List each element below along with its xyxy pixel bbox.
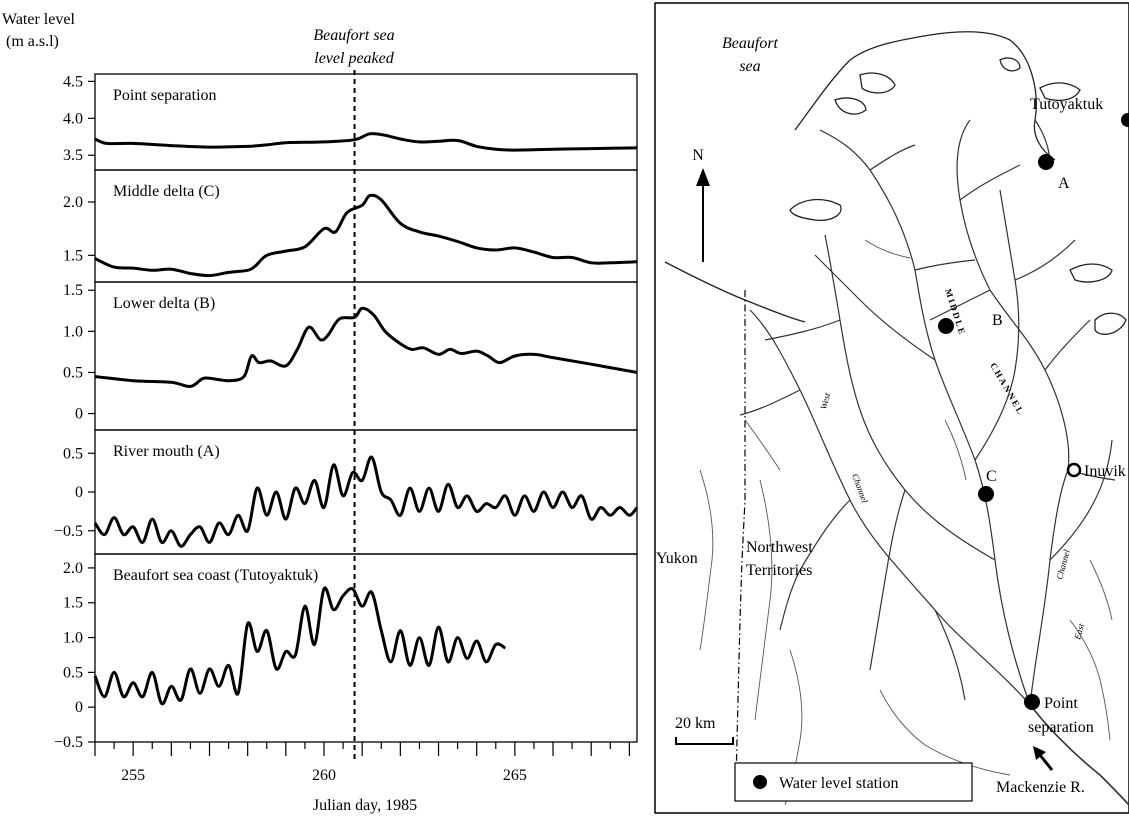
label-station-a: A	[1058, 175, 1070, 192]
y-tick-label: 1.5	[63, 282, 83, 299]
chart-panel: −0.5 0 0.5 River mouth (A)	[54, 429, 639, 555]
point-separation-marker	[1024, 694, 1040, 710]
chart-panel: 1.5 2.0 Middle delta (C)	[63, 169, 638, 283]
label-west: West	[818, 391, 832, 410]
map-legend: Water level station	[734, 762, 973, 802]
tutoyaktuk-marker	[1121, 113, 1129, 127]
channel-network	[739, 119, 1116, 706]
x-tick-label: 255	[121, 767, 145, 784]
x-axis: 255 260 265	[94, 742, 630, 784]
y-axis-label-line1: Water level	[2, 11, 75, 28]
panel-title: River mouth (A)	[113, 443, 220, 460]
label-station-b: B	[992, 312, 1003, 329]
y-tick-label: 0	[75, 484, 83, 501]
y-tick-label: −0.5	[54, 734, 83, 751]
label-tutoyaktuk: Tutoyaktuk	[1030, 96, 1103, 113]
legend-box	[734, 762, 973, 802]
map-frame	[654, 2, 1129, 814]
chart-panel: −0.5 0 0.5 1.0 1.5 2.0 Beaufort sea coast (Tut…	[54, 553, 638, 751]
series-line	[93, 586, 507, 706]
y-tick-label: 1.5	[63, 247, 83, 264]
north-label: N	[692, 147, 704, 164]
series-line	[94, 193, 638, 278]
inuvik-marker	[1066, 462, 1082, 478]
label-nwt-line2: Territories	[746, 562, 812, 579]
y-tick-label: 2.0	[63, 560, 83, 577]
panel-title: Middle delta (C)	[113, 183, 220, 200]
y-tick-label: 3.5	[63, 147, 83, 164]
y-tick-label: 1.0	[63, 323, 83, 340]
label-point-line1: Point	[1044, 695, 1078, 712]
series-line	[94, 132, 638, 152]
chart-panel: 0 0.5 1.0 1.5 Lower delta (B)	[63, 281, 638, 431]
series-line	[94, 306, 638, 388]
y-tick-label: 0	[75, 406, 83, 423]
chart-panel: 3.5 4.0 4.5 Point separation	[63, 73, 638, 171]
coastline	[664, 31, 1127, 335]
legend-station-symbol	[753, 775, 767, 789]
panel-frame	[94, 553, 638, 743]
label-station-c: C	[986, 468, 997, 485]
panel-title: Lower delta (B)	[113, 295, 215, 312]
x-tick-label: 260	[312, 767, 336, 784]
x-axis-label: Julian day, 1985	[313, 797, 417, 814]
scale-label: 20 km	[675, 715, 716, 732]
y-tick-label: 2.0	[63, 194, 83, 211]
water-level-chart: Water level (m a.s.l) Beaufort sea level…	[2, 11, 639, 814]
scale-bar: 20 km	[675, 715, 734, 745]
y-tick-label: 4.5	[63, 73, 83, 90]
y-axis-label-line2: (m a.s.l)	[6, 33, 59, 50]
delta-map: MIDDLE CHANNEL West Channel East Channel…	[654, 2, 1129, 814]
y-tick-label: 1.0	[63, 630, 83, 647]
annotation-line2: level peaked	[314, 50, 395, 67]
label-beaufort-sea-line1: Beaufort	[722, 35, 779, 52]
minor-channels	[699, 239, 1113, 806]
y-tick-label: 0	[75, 699, 83, 716]
y-tick-label: 1.5	[63, 595, 83, 612]
legend-label: Water level station	[779, 775, 899, 792]
panel-title: Beaufort sea coast (Tutoyaktuk)	[113, 567, 318, 584]
chart-panels: 3.5 4.0 4.5 Point separation 1.5 2.0 Middle de…	[54, 73, 639, 751]
territory-boundary	[735, 290, 746, 781]
panel-title: Point separation	[113, 87, 217, 104]
y-tick-label: 0.5	[63, 364, 83, 381]
y-tick-label: 0.5	[63, 445, 83, 462]
label-beaufort-sea-line2: sea	[739, 58, 760, 75]
label-inuvik: Inuvik	[1084, 463, 1126, 480]
station-a-marker	[1038, 154, 1054, 170]
mackenzie-river	[1029, 704, 1129, 806]
y-tick-label: 4.0	[63, 110, 83, 127]
series-line	[93, 455, 639, 548]
label-point-line2: separation	[1028, 719, 1094, 736]
label-yukon: Yukon	[656, 550, 698, 567]
north-arrow: N	[692, 147, 710, 262]
label-nwt-line1: Northwest	[746, 539, 813, 556]
station-middle-marker	[938, 318, 954, 334]
annotation-line1: Beaufort sea	[313, 27, 394, 44]
label-east: East	[1072, 622, 1086, 641]
station-c-marker	[978, 486, 994, 502]
x-tick-label: 265	[503, 767, 527, 784]
label-mackenzie-river: Mackenzie R.	[996, 779, 1085, 796]
y-tick-label: −0.5	[54, 523, 83, 540]
mackenzie-arrow	[1033, 746, 1054, 771]
y-tick-label: 0.5	[63, 664, 83, 681]
